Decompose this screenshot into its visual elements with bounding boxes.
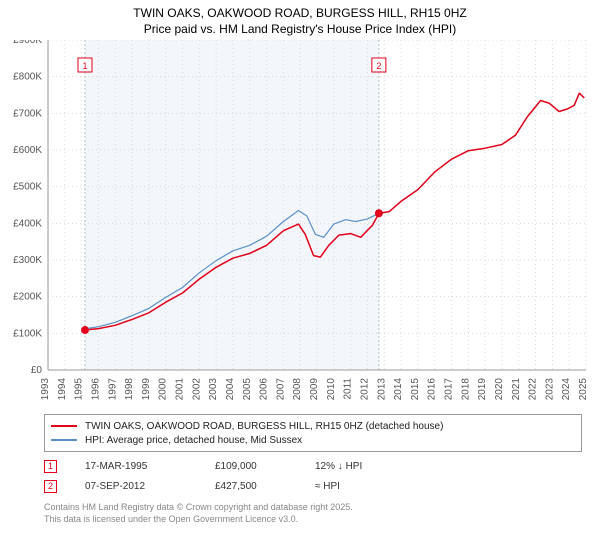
svg-text:2013: 2013 <box>376 378 387 401</box>
sale-price: £109,000 <box>215 461 315 472</box>
sale-date: 07-SEP-2012 <box>85 481 215 492</box>
footer: Contains HM Land Registry data © Crown c… <box>44 502 582 525</box>
legend-swatch-property <box>51 425 77 427</box>
svg-text:2022: 2022 <box>528 378 539 401</box>
chart-subtitle: Price paid vs. HM Land Registry's House … <box>0 20 600 40</box>
svg-text:£700K: £700K <box>13 108 42 119</box>
svg-text:2016: 2016 <box>427 378 438 401</box>
svg-text:2011: 2011 <box>343 378 354 400</box>
svg-text:1995: 1995 <box>74 378 85 401</box>
legend-swatch-hpi <box>51 439 77 441</box>
svg-text:£600K: £600K <box>13 145 42 156</box>
svg-text:£300K: £300K <box>13 255 42 266</box>
legend-label-property: TWIN OAKS, OAKWOOD ROAD, BURGESS HILL, R… <box>85 421 443 432</box>
legend-item-hpi: HPI: Average price, detached house, Mid … <box>51 433 575 447</box>
svg-text:1996: 1996 <box>90 378 101 401</box>
svg-text:2019: 2019 <box>477 378 488 401</box>
svg-text:1994: 1994 <box>57 378 68 401</box>
line-chart: £0 £100K £200K £300K £400K £500K £600K £700K £80… <box>0 40 600 410</box>
svg-text:£800K: £800K <box>13 72 42 83</box>
svg-text:1993: 1993 <box>40 378 51 401</box>
sales-row: 2 07-SEP-2012 £427,500 ≈ HPI <box>44 476 582 496</box>
chart-area: £0 £100K £200K £300K £400K £500K £600K £700K £80… <box>0 40 600 410</box>
svg-text:2000: 2000 <box>158 378 169 401</box>
svg-text:2010: 2010 <box>326 378 337 401</box>
svg-text:£400K: £400K <box>13 218 42 229</box>
svg-text:2002: 2002 <box>191 378 202 401</box>
svg-text:2009: 2009 <box>309 378 320 401</box>
svg-text:2005: 2005 <box>242 378 253 401</box>
svg-text:2004: 2004 <box>225 378 236 401</box>
sale-date: 17-MAR-1995 <box>85 461 215 472</box>
svg-text:£100K: £100K <box>13 328 42 339</box>
svg-text:1999: 1999 <box>141 378 152 401</box>
svg-text:2001: 2001 <box>175 378 186 401</box>
svg-text:2014: 2014 <box>393 378 404 401</box>
svg-text:2021: 2021 <box>511 378 522 401</box>
svg-text:2006: 2006 <box>259 378 270 401</box>
svg-text:2015: 2015 <box>410 378 421 401</box>
sale-relation: ≈ HPI <box>315 481 415 492</box>
footer-line-2: This data is licensed under the Open Gov… <box>44 514 582 526</box>
figure-container: TWIN OAKS, OAKWOOD ROAD, BURGESS HILL, R… <box>0 0 600 560</box>
svg-text:2020: 2020 <box>494 378 505 401</box>
svg-text:2018: 2018 <box>460 378 471 401</box>
footer-line-1: Contains HM Land Registry data © Crown c… <box>44 502 582 514</box>
sale-marker-2: 2 <box>44 480 57 493</box>
svg-text:2: 2 <box>376 61 381 71</box>
chart-title: TWIN OAKS, OAKWOOD ROAD, BURGESS HILL, R… <box>0 0 600 20</box>
sales-table: 1 17-MAR-1995 £109,000 12% ↓ HPI 2 07-SE… <box>44 456 582 496</box>
svg-text:2008: 2008 <box>292 378 303 401</box>
svg-text:1997: 1997 <box>107 378 118 401</box>
legend: TWIN OAKS, OAKWOOD ROAD, BURGESS HILL, R… <box>44 414 582 452</box>
svg-text:1998: 1998 <box>124 378 135 401</box>
svg-text:£900K: £900K <box>13 40 42 46</box>
svg-text:2012: 2012 <box>359 378 370 401</box>
svg-text:2003: 2003 <box>208 378 219 401</box>
sale-price: £427,500 <box>215 481 315 492</box>
svg-text:2025: 2025 <box>578 378 589 401</box>
svg-text:2023: 2023 <box>544 378 555 401</box>
svg-text:2024: 2024 <box>561 378 572 401</box>
legend-label-hpi: HPI: Average price, detached house, Mid … <box>85 435 302 446</box>
svg-text:£500K: £500K <box>13 182 42 193</box>
svg-text:2017: 2017 <box>444 378 455 401</box>
sale-relation: 12% ↓ HPI <box>315 461 415 472</box>
sales-row: 1 17-MAR-1995 £109,000 12% ↓ HPI <box>44 456 582 476</box>
svg-text:£0: £0 <box>31 365 43 376</box>
svg-text:1: 1 <box>82 61 87 71</box>
legend-item-property: TWIN OAKS, OAKWOOD ROAD, BURGESS HILL, R… <box>51 419 575 433</box>
sale-marker-1: 1 <box>44 460 57 473</box>
svg-text:2007: 2007 <box>275 378 286 401</box>
svg-text:£200K: £200K <box>13 292 42 303</box>
